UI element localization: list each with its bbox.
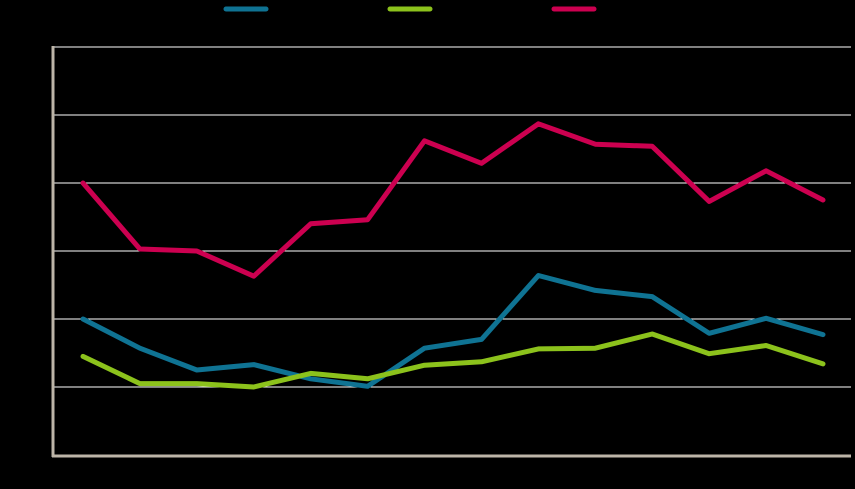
series-line-1 (80, 273, 826, 389)
series-line-3 (80, 121, 826, 279)
series-layer (80, 121, 826, 390)
gridlines (53, 46, 851, 388)
series-line-2 (80, 331, 826, 390)
